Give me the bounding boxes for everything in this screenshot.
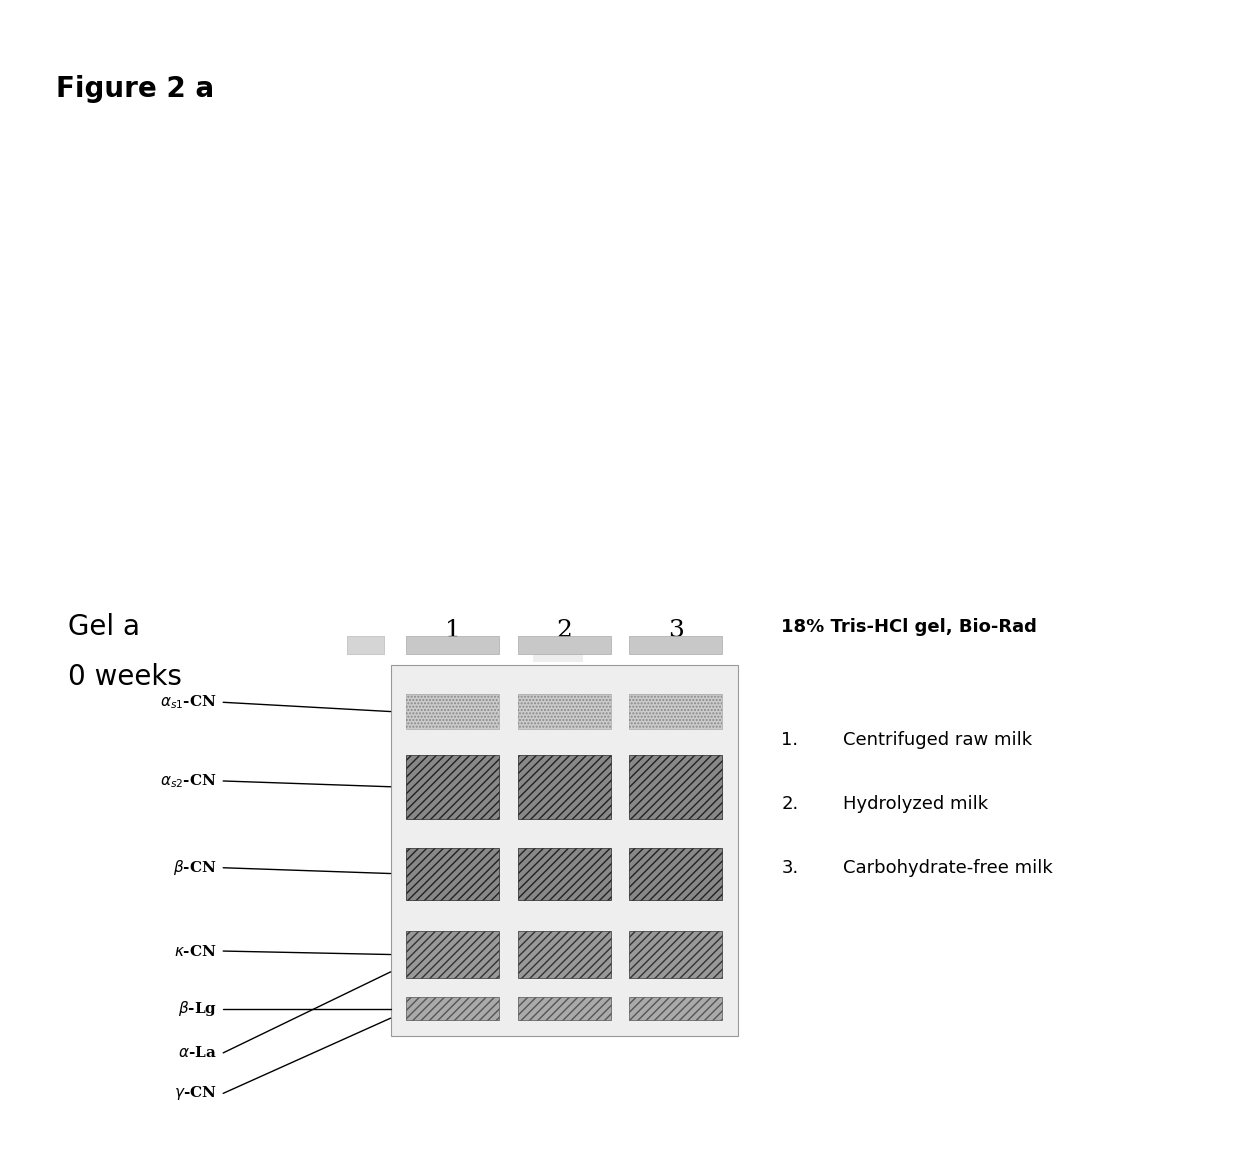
Text: $\gamma$-CN: $\gamma$-CN (174, 1084, 217, 1103)
Text: $\beta$-CN: $\beta$-CN (174, 858, 217, 877)
Bar (518, 756, 611, 819)
Text: 2: 2 (557, 619, 572, 642)
Bar (518, 694, 611, 729)
Text: Figure 2 a: Figure 2 a (56, 75, 215, 103)
Bar (630, 931, 722, 978)
Bar (407, 756, 498, 819)
Bar (518, 636, 611, 654)
Text: Carbohydrate-free milk: Carbohydrate-free milk (843, 858, 1053, 877)
Bar (518, 694, 611, 729)
Text: $\kappa$-CN: $\kappa$-CN (175, 944, 217, 958)
Bar (407, 997, 498, 1020)
Text: Centrifuged raw milk: Centrifuged raw milk (843, 731, 1033, 750)
Text: $\alpha_{s2}$-CN: $\alpha_{s2}$-CN (160, 772, 217, 790)
Bar (630, 694, 722, 729)
Bar (407, 694, 498, 729)
Text: $\alpha_{s1}$-CN: $\alpha_{s1}$-CN (160, 693, 217, 712)
Text: 0 weeks: 0 weeks (68, 663, 182, 691)
Bar (407, 847, 498, 900)
Text: 3.: 3. (781, 858, 799, 877)
Bar (630, 847, 722, 900)
Bar (630, 694, 722, 729)
Bar (518, 997, 611, 1020)
Text: 2.: 2. (781, 795, 799, 813)
Bar (518, 847, 611, 900)
Text: 3: 3 (668, 619, 683, 642)
Bar (407, 694, 498, 729)
Bar (407, 636, 498, 654)
Text: 1: 1 (445, 619, 460, 642)
Text: 1.: 1. (781, 731, 799, 750)
Bar (630, 756, 722, 819)
Text: $\beta$-Lg: $\beta$-Lg (179, 1000, 217, 1018)
Bar (518, 931, 611, 978)
Text: 18% Tris-HCl gel, Bio-Rad: 18% Tris-HCl gel, Bio-Rad (781, 618, 1037, 636)
Text: $\alpha$-La: $\alpha$-La (179, 1046, 217, 1060)
Text: Hydrolyzed milk: Hydrolyzed milk (843, 795, 988, 813)
Bar (407, 931, 498, 978)
Bar (347, 636, 384, 654)
Text: Gel a: Gel a (68, 613, 140, 641)
Bar (630, 636, 722, 654)
Bar (630, 997, 722, 1020)
Bar (391, 665, 738, 1036)
Bar (533, 639, 583, 662)
